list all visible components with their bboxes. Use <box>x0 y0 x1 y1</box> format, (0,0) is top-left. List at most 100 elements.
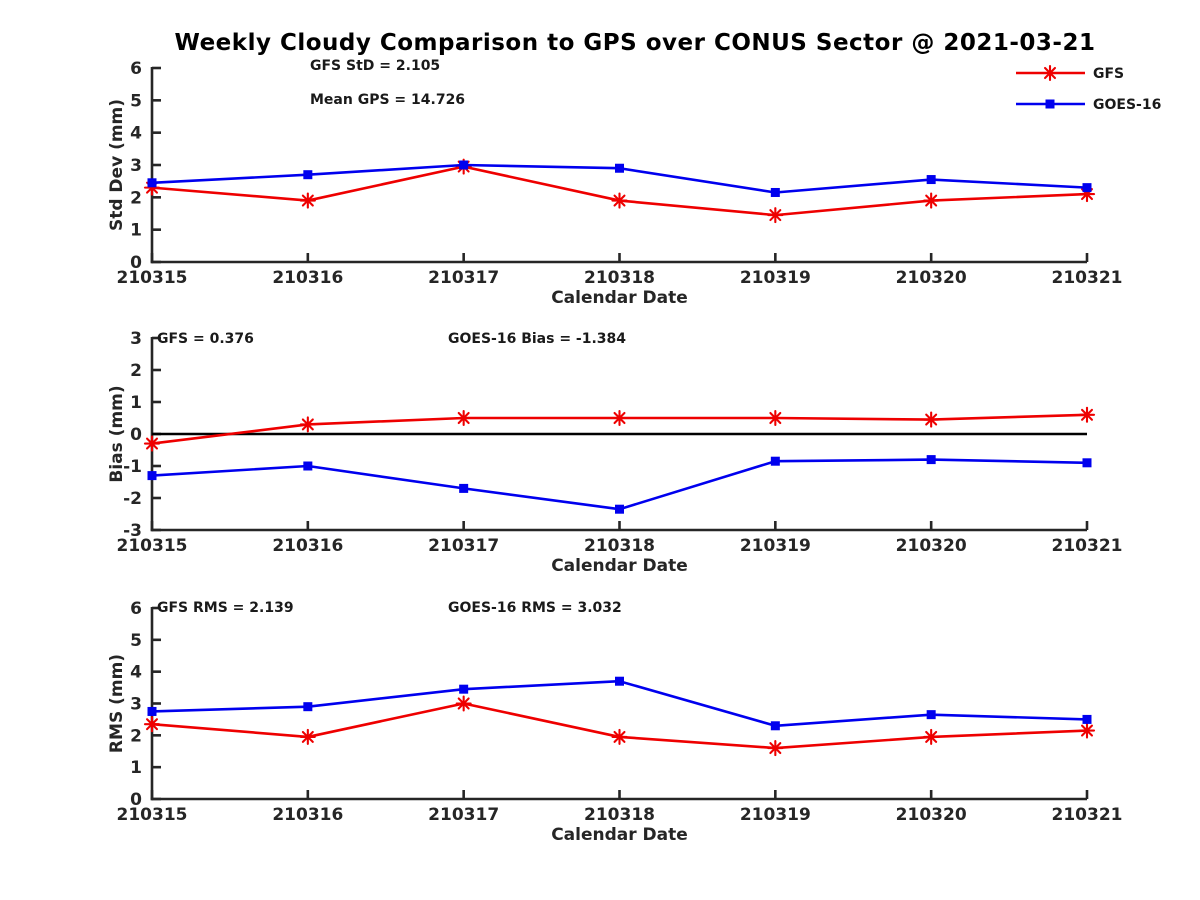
subplot-1: 0 1 2 3 4 5 6 210315 210316 210317 210318 210319 210… <box>107 58 1122 308</box>
x-tick-label: 210319 <box>740 268 811 288</box>
y-tick-label: -1 <box>123 457 142 477</box>
asterisk-marker <box>455 409 472 427</box>
y-tick-label: 1 <box>130 393 142 413</box>
x-tick-label: 210320 <box>896 805 967 825</box>
asterisk-marker <box>299 192 316 209</box>
x-tick-label: 210316 <box>272 805 343 825</box>
subplot-3: 0 1 2 3 4 5 6 210315 210316 210317 210318 210319 210… <box>107 599 1122 845</box>
y-axis-label: Std Dev (mm) <box>107 99 127 231</box>
asterisk-marker <box>767 740 784 757</box>
square-marker <box>770 456 780 466</box>
legend-label: GFS <box>1093 66 1124 82</box>
asterisk-marker <box>1041 64 1059 82</box>
y-tick-label: 0 <box>130 425 142 445</box>
asterisk-marker <box>767 207 784 224</box>
asterisk-marker <box>611 192 628 209</box>
square-marker <box>459 160 469 170</box>
x-tick-label: 210319 <box>740 536 811 556</box>
x-tick-label: 210315 <box>117 805 188 825</box>
x-tick-label: 210318 <box>584 536 655 556</box>
x-tick-label: 210320 <box>896 536 967 556</box>
stat-annotation: Mean GPS = 14.726 <box>310 92 465 108</box>
y-tick-label: 0 <box>130 253 142 273</box>
stat-annotation: GOES-16 Bias = -1.384 <box>448 331 626 347</box>
x-tick-label: 210321 <box>1052 268 1123 288</box>
y-tick-label: 6 <box>130 59 142 79</box>
x-tick-label: 210317 <box>428 268 499 288</box>
y-tick-label: 4 <box>130 124 142 144</box>
x-tick-label: 210320 <box>896 268 967 288</box>
legend-label: GOES-16 <box>1093 97 1161 113</box>
x-axis-label: Calendar Date <box>551 556 688 576</box>
y-tick-label: -3 <box>123 521 142 541</box>
y-tick-label: 4 <box>130 663 142 683</box>
y-tick-label: 3 <box>130 156 142 176</box>
asterisk-marker <box>1078 722 1096 739</box>
y-tick-label: 3 <box>130 695 142 715</box>
asterisk-marker <box>611 409 628 427</box>
y-tick-label: 2 <box>130 361 142 381</box>
subplot-2: -3 -2 -1 0 1 2 3 210315 210316 210317 210318 210319… <box>107 329 1122 576</box>
x-tick-label: 210317 <box>428 805 499 825</box>
asterisk-marker <box>923 192 940 209</box>
x-tick-label: 210316 <box>272 536 343 556</box>
asterisk-marker <box>611 728 628 745</box>
x-tick-label: 210315 <box>117 536 188 556</box>
square-marker <box>147 471 157 481</box>
asterisk-marker <box>143 716 161 733</box>
square-marker <box>1082 458 1092 468</box>
x-axis-label: Calendar Date <box>551 288 688 308</box>
square-marker <box>303 461 313 471</box>
square-marker <box>615 163 624 173</box>
square-marker <box>459 684 469 694</box>
y-tick-label: 5 <box>130 631 142 651</box>
stat-annotation: GOES-16 RMS = 3.032 <box>448 600 622 616</box>
series-line-goes-16 <box>151 458 1088 511</box>
square-marker <box>926 455 936 465</box>
asterisk-marker <box>767 409 784 427</box>
square-marker <box>1045 99 1055 109</box>
y-tick-label: 1 <box>130 758 142 778</box>
y-tick-label: 2 <box>130 188 142 208</box>
square-marker <box>147 706 157 716</box>
chart-title: Weekly Cloudy Comparison to GPS over CON… <box>174 30 1096 56</box>
stat-annotation: GFS RMS = 2.139 <box>157 600 294 616</box>
square-marker <box>147 178 157 188</box>
y-tick-label: 3 <box>130 329 142 349</box>
square-marker <box>926 710 936 720</box>
asterisk-marker <box>143 435 161 452</box>
asterisk-marker <box>923 411 940 428</box>
x-tick-label: 210319 <box>740 805 811 825</box>
x-tick-label: 210318 <box>584 268 655 288</box>
asterisk-marker <box>455 695 472 712</box>
square-marker <box>770 187 780 197</box>
x-tick-label: 210315 <box>117 268 188 288</box>
x-tick-label: 210321 <box>1052 805 1123 825</box>
asterisk-marker <box>299 416 316 433</box>
x-tick-label: 210317 <box>428 536 499 556</box>
asterisk-marker <box>1078 406 1096 423</box>
square-marker <box>459 483 469 493</box>
x-tick-label: 210321 <box>1052 536 1123 556</box>
y-tick-label: 6 <box>130 599 142 619</box>
square-marker <box>1082 183 1092 193</box>
x-axis-label: Calendar Date <box>551 825 688 845</box>
square-marker <box>303 702 313 712</box>
y-tick-label: 1 <box>130 221 142 241</box>
x-tick-label: 210318 <box>584 805 655 825</box>
square-marker <box>1082 714 1092 724</box>
square-marker <box>615 504 624 514</box>
x-tick-label: 210316 <box>272 268 343 288</box>
y-axis-label: Bias (mm) <box>107 385 127 482</box>
stat-annotation: GFS = 0.376 <box>157 331 254 347</box>
square-marker <box>615 676 624 686</box>
square-marker <box>770 721 780 731</box>
stat-annotation: GFS StD = 2.105 <box>310 58 440 74</box>
square-marker <box>303 170 313 180</box>
series-line-goes-16 <box>151 679 1088 728</box>
legend: GFS GOES-16 <box>1016 64 1161 113</box>
square-marker <box>926 175 936 185</box>
asterisk-marker <box>299 728 316 745</box>
y-tick-label: 0 <box>130 790 142 810</box>
